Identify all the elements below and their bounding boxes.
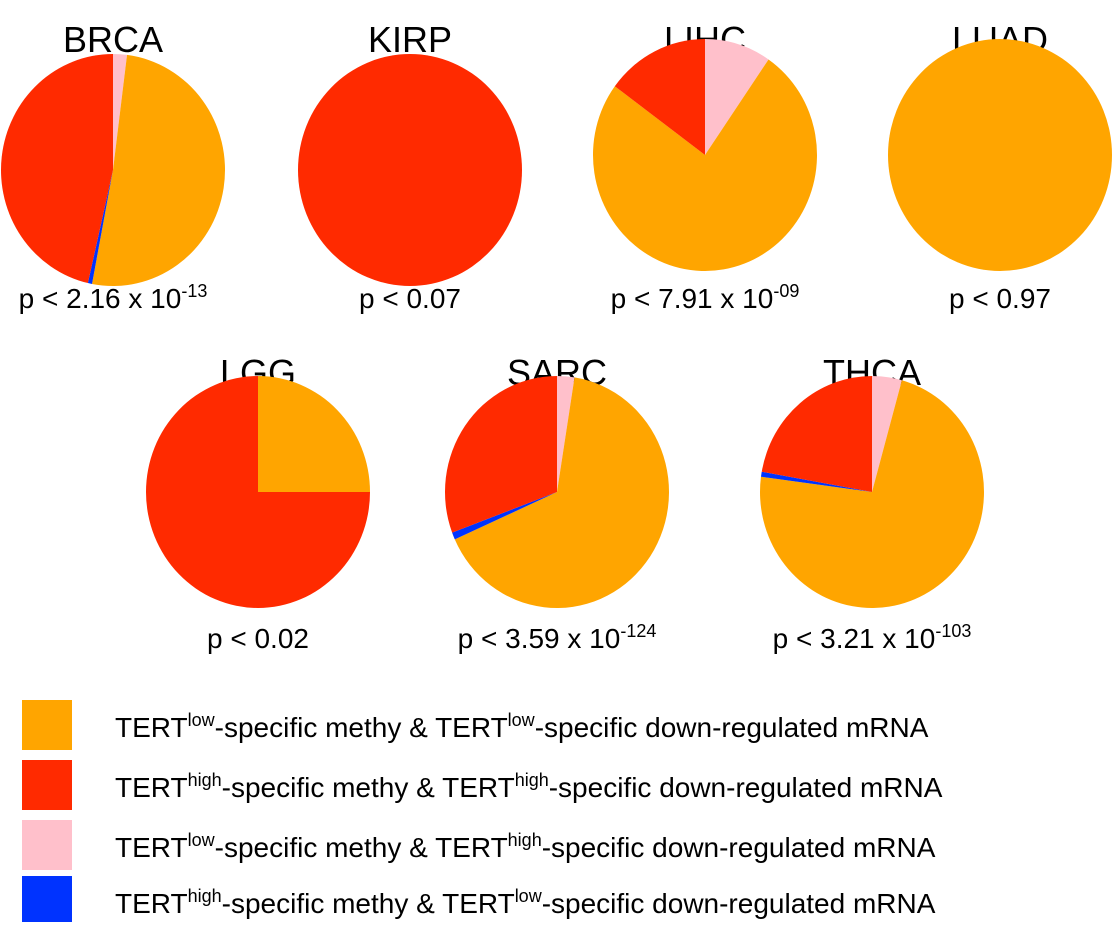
pie-brca: BRCA p < 2.16 x 10-13 <box>1 19 226 314</box>
pie-kirp: KIRP p < 0.07 <box>298 19 522 314</box>
pie-luad: LUADp < 0.97 <box>888 19 1112 314</box>
pie-slice-high_high <box>1 54 113 284</box>
pie-slice-low_high <box>872 376 902 492</box>
legend-label: TERThigh-specific methy & TERTlow-specif… <box>115 886 936 919</box>
p-value-label: p < 0.02 <box>207 623 309 654</box>
legend-item-high_low: TERThigh-specific methy & TERTlow-specif… <box>22 876 936 922</box>
pie-slice-low_high <box>557 376 575 492</box>
p-value-label: p < 2.16 x 10-13 <box>19 281 208 314</box>
pie-slice-high_high <box>614 39 705 155</box>
pie-slice-high_high <box>444 376 557 533</box>
legend-swatch <box>22 876 72 922</box>
p-value-label: p < 7.91 x 10-09 <box>611 281 800 314</box>
pie-slice-low_low <box>593 59 818 272</box>
legend-swatch <box>22 700 72 750</box>
p-value-label: p < 3.59 x 10-124 <box>458 621 657 654</box>
pie-slice-low_low <box>760 380 985 608</box>
legend-swatch <box>22 820 72 870</box>
legend-label: TERTlow-specific methy & TERThigh-specif… <box>115 830 936 863</box>
p-value-label: p < 0.97 <box>949 283 1051 314</box>
pie-slice-high_low <box>452 492 557 540</box>
pie-slice-high_high <box>298 54 522 286</box>
pie-lihc: LIHCp < 7.91 x 10-09 <box>593 19 818 314</box>
pie-slice-low_low <box>92 54 226 287</box>
pie-slice-low_low <box>454 377 670 608</box>
legend-label: TERTlow-specific methy & TERTlow-specifi… <box>115 710 929 743</box>
legend-item-high_high: TERThigh-specific methy & TERThigh-speci… <box>22 760 943 810</box>
pie-title: BRCA <box>63 19 163 60</box>
pie-slice-low_low <box>888 39 1112 271</box>
pie-slice-high_low <box>87 170 113 284</box>
pie-slice-high_high <box>761 376 872 492</box>
pie-slice-low_high <box>705 39 769 155</box>
pie-slice-low_high <box>113 54 128 170</box>
p-value-label: p < 3.21 x 10-103 <box>773 621 972 654</box>
legend-item-low_high: TERTlow-specific methy & TERThigh-specif… <box>22 820 936 870</box>
legend-label: TERThigh-specific methy & TERThigh-speci… <box>115 770 943 803</box>
pie-title: KIRP <box>368 19 452 60</box>
pie-slice-high_high <box>146 376 370 608</box>
legend-swatch <box>22 760 72 810</box>
pie-slice-low_low <box>258 376 370 492</box>
p-value-label: p < 0.07 <box>359 283 461 314</box>
pie-slice-high_low <box>760 471 872 492</box>
legend-item-low_low: TERTlow-specific methy & TERTlow-specifi… <box>22 700 929 750</box>
